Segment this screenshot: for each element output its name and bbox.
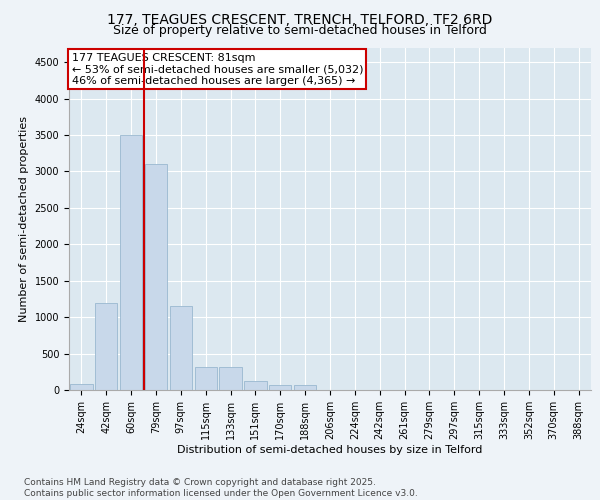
Y-axis label: Number of semi-detached properties: Number of semi-detached properties: [19, 116, 29, 322]
Bar: [220, 366, 242, 390]
Bar: [145, 164, 167, 390]
X-axis label: Distribution of semi-detached houses by size in Telford: Distribution of semi-detached houses by …: [178, 444, 482, 454]
Bar: [120, 135, 142, 390]
Bar: [95, 302, 118, 390]
Bar: [70, 384, 92, 390]
Text: Contains HM Land Registry data © Crown copyright and database right 2025.
Contai: Contains HM Land Registry data © Crown c…: [24, 478, 418, 498]
Bar: [269, 386, 292, 390]
Bar: [294, 386, 316, 390]
Bar: [194, 366, 217, 390]
Bar: [170, 306, 192, 390]
Bar: [244, 380, 266, 390]
Text: Size of property relative to semi-detached houses in Telford: Size of property relative to semi-detach…: [113, 24, 487, 37]
Text: 177, TEAGUES CRESCENT, TRENCH, TELFORD, TF2 6RD: 177, TEAGUES CRESCENT, TRENCH, TELFORD, …: [107, 12, 493, 26]
Text: 177 TEAGUES CRESCENT: 81sqm
← 53% of semi-detached houses are smaller (5,032)
46: 177 TEAGUES CRESCENT: 81sqm ← 53% of sem…: [71, 52, 363, 86]
